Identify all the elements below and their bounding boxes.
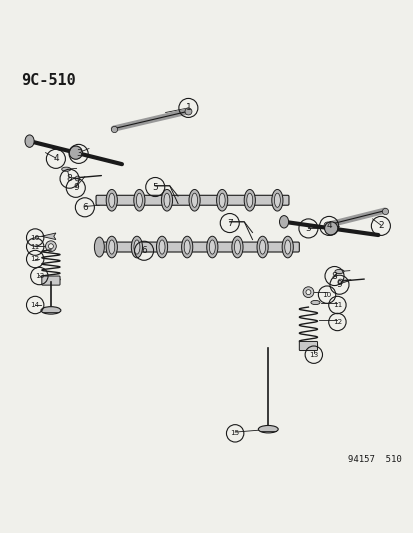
Ellipse shape: [188, 189, 200, 211]
Text: 14: 14: [31, 302, 40, 308]
Text: 12: 12: [31, 256, 40, 262]
Text: 9: 9: [73, 183, 78, 192]
Text: 9C-510: 9C-510: [21, 72, 75, 88]
Ellipse shape: [134, 240, 140, 254]
Ellipse shape: [136, 193, 142, 207]
Text: 11: 11: [332, 302, 341, 308]
Text: 11: 11: [31, 244, 40, 249]
FancyBboxPatch shape: [96, 195, 288, 205]
Text: 15: 15: [230, 430, 239, 437]
Text: 5: 5: [152, 182, 158, 191]
Ellipse shape: [282, 236, 292, 258]
Text: 8: 8: [331, 271, 337, 280]
Circle shape: [69, 146, 82, 159]
Ellipse shape: [258, 425, 278, 433]
Ellipse shape: [231, 236, 242, 258]
Ellipse shape: [271, 189, 282, 211]
Ellipse shape: [206, 236, 217, 258]
Ellipse shape: [256, 236, 268, 258]
Text: 2: 2: [377, 221, 383, 230]
Ellipse shape: [164, 193, 170, 207]
Ellipse shape: [234, 240, 240, 254]
Ellipse shape: [159, 240, 165, 254]
Ellipse shape: [25, 135, 34, 147]
Text: 6: 6: [82, 203, 88, 212]
Text: 8: 8: [66, 174, 72, 183]
Ellipse shape: [131, 236, 142, 258]
Text: 4: 4: [325, 221, 331, 230]
Text: 12: 12: [332, 319, 341, 325]
Text: 7: 7: [226, 219, 232, 228]
Text: 10: 10: [31, 235, 40, 240]
Text: 9: 9: [336, 280, 342, 289]
Circle shape: [48, 244, 53, 249]
Ellipse shape: [94, 237, 104, 257]
Polygon shape: [41, 233, 56, 240]
Ellipse shape: [279, 215, 288, 228]
FancyBboxPatch shape: [96, 242, 299, 252]
Text: 4: 4: [53, 155, 59, 163]
Ellipse shape: [334, 269, 343, 273]
Text: 3: 3: [305, 224, 311, 233]
Ellipse shape: [284, 240, 290, 254]
Ellipse shape: [109, 193, 114, 207]
Ellipse shape: [191, 193, 197, 207]
Ellipse shape: [216, 189, 227, 211]
Ellipse shape: [181, 236, 192, 258]
Ellipse shape: [106, 236, 117, 258]
Text: 6: 6: [141, 246, 147, 255]
Ellipse shape: [218, 193, 225, 207]
FancyBboxPatch shape: [42, 276, 60, 285]
Ellipse shape: [244, 189, 255, 211]
Ellipse shape: [259, 240, 265, 254]
Circle shape: [305, 289, 310, 295]
Ellipse shape: [41, 306, 61, 314]
Ellipse shape: [310, 301, 319, 304]
Ellipse shape: [156, 236, 167, 258]
Text: 13: 13: [35, 273, 44, 279]
Ellipse shape: [109, 240, 114, 254]
Circle shape: [324, 222, 337, 235]
Text: 10: 10: [322, 292, 331, 297]
Ellipse shape: [106, 189, 117, 211]
Text: 1: 1: [185, 103, 191, 112]
Text: 3: 3: [76, 149, 81, 158]
Ellipse shape: [274, 193, 280, 207]
Text: 13: 13: [309, 352, 318, 358]
FancyBboxPatch shape: [299, 342, 317, 351]
Ellipse shape: [62, 167, 71, 171]
Ellipse shape: [161, 189, 172, 211]
Circle shape: [302, 287, 313, 297]
Text: 94157  510: 94157 510: [347, 455, 401, 464]
Ellipse shape: [209, 240, 215, 254]
Ellipse shape: [133, 189, 145, 211]
Ellipse shape: [184, 240, 190, 254]
Ellipse shape: [246, 193, 252, 207]
Circle shape: [45, 241, 56, 252]
